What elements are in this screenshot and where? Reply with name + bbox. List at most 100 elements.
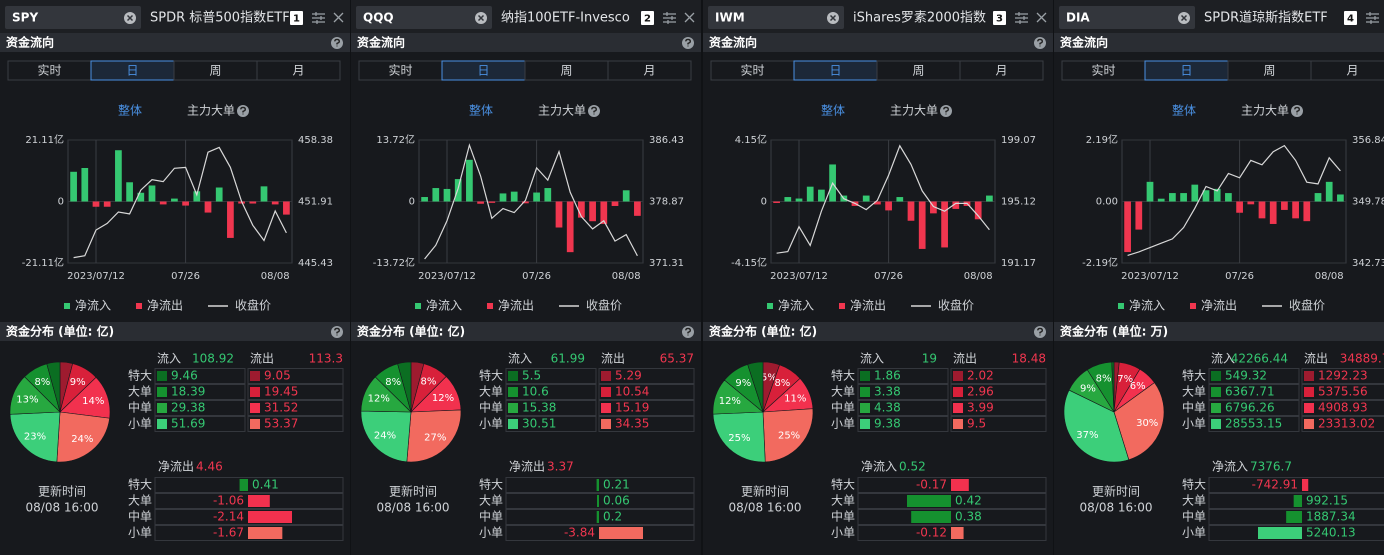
y2-tick-label: 199.07: [1001, 135, 1036, 146]
inflow-value: 1.86: [874, 369, 901, 383]
subtab[interactable]: 整体: [118, 103, 142, 118]
cell: [1208, 493, 1384, 509]
y2-tick-label: 458.38: [298, 135, 333, 146]
ticker: QQQ: [363, 11, 394, 25]
legend-label: 收盘价: [938, 298, 974, 313]
cell: [1208, 368, 1300, 384]
flow-bar: [784, 197, 792, 202]
settings-icon[interactable]: [312, 12, 325, 24]
flow-bar: [930, 201, 937, 214]
net-row-value: 0.06: [603, 494, 630, 508]
cell-swatch: [1304, 403, 1314, 413]
tab[interactable]: [607, 60, 692, 81]
cell-swatch: [508, 419, 518, 429]
row-label: 小单: [128, 526, 152, 540]
inflow-total: 42266.44: [1231, 352, 1288, 366]
ticker-input[interactable]: [356, 6, 492, 29]
net-row-value: -1.06: [213, 494, 244, 508]
flow-bar: [283, 201, 290, 215]
flow-bar: [589, 201, 596, 222]
ticker-input[interactable]: [708, 6, 844, 29]
cell: [505, 416, 597, 432]
row-label: 小单: [1182, 417, 1206, 431]
ticker-input[interactable]: [1059, 6, 1195, 29]
settings-icon[interactable]: [1366, 12, 1379, 24]
cell: [505, 525, 695, 541]
subtab[interactable]: 主力大单: [1241, 104, 1289, 118]
row-label: 中单: [479, 400, 503, 415]
flow-bar: [1281, 201, 1288, 210]
pie-label: 24%: [71, 434, 93, 445]
flow-bar: [986, 195, 993, 202]
legend-label: 净流入: [75, 299, 111, 313]
help-glyph: [1037, 327, 1044, 336]
flow-bar: [611, 201, 619, 206]
legend-label: 净流出: [850, 299, 886, 313]
subtab[interactable]: 主力大单: [538, 104, 586, 118]
help-glyph: [1037, 38, 1044, 47]
net-value: 3.37: [547, 460, 574, 474]
x-tick-label: 08/08: [612, 271, 641, 282]
section-bar: [703, 33, 1053, 52]
flow-bar: [126, 182, 133, 202]
net-bar: [951, 527, 964, 539]
settings-icon[interactable]: [663, 12, 676, 24]
pie-slice: [397, 361, 412, 413]
flow-bar: [1258, 201, 1266, 219]
cell-swatch: [601, 387, 611, 397]
x-tick-label: 07/26: [1225, 271, 1254, 282]
outflow-label: 流出: [1304, 352, 1328, 366]
tab[interactable]: [1310, 60, 1384, 81]
subtab[interactable]: 整体: [821, 103, 845, 118]
tab[interactable]: [256, 60, 341, 81]
pie-slice: [747, 361, 764, 413]
close-icon[interactable]: [1036, 12, 1047, 23]
row-label: 中单: [128, 509, 152, 524]
flow-bar: [1180, 193, 1187, 202]
net-row-value: 0.21: [603, 478, 630, 492]
outflow-total: 113.3: [309, 352, 343, 366]
ticker-input[interactable]: [5, 6, 141, 29]
outflow-value: 3.99: [967, 401, 994, 415]
tab[interactable]: [959, 60, 1044, 81]
row-label: 小单: [479, 526, 503, 540]
subtab[interactable]: 主力大单: [187, 104, 235, 118]
inflow-value: 10.6: [522, 385, 549, 399]
flow-bar: [1213, 188, 1221, 202]
pie-label: 25%: [728, 433, 750, 444]
settings-icon[interactable]: [1015, 12, 1028, 24]
cell: [950, 416, 1047, 432]
flow-bar: [103, 201, 111, 207]
cell: [1208, 509, 1384, 525]
y-tick-label: -13.72亿: [373, 256, 415, 269]
subtab[interactable]: 主力大单: [890, 104, 938, 118]
help-glyph: [591, 106, 598, 115]
flow-bar: [544, 188, 552, 202]
pie-label: 37%: [1076, 430, 1098, 441]
net-bar: [1286, 511, 1302, 523]
pie-label: 12%: [432, 393, 454, 404]
flow-bar: [115, 150, 122, 202]
inflow-value: 18.39: [171, 385, 205, 399]
badge-number: 2: [644, 14, 651, 25]
ticker: SPY: [12, 11, 38, 25]
subtab[interactable]: 整体: [1172, 103, 1196, 118]
inflow-label: 流入: [508, 352, 532, 366]
section-title: 资金分布 (单位: 亿): [357, 324, 465, 339]
pie-label: 8%: [420, 377, 436, 388]
flow-bar: [271, 201, 279, 205]
outflow-label: 流出: [601, 352, 625, 366]
flow-bar: [1225, 193, 1232, 202]
row-label: 特大: [831, 368, 855, 383]
net-label: 净流入: [1212, 460, 1248, 474]
row-label: 大单: [128, 494, 152, 508]
close-icon[interactable]: [333, 12, 344, 23]
row-label: 小单: [1182, 526, 1206, 540]
y2-tick-label: 378.87: [649, 197, 684, 208]
y-tick-label: 0.00: [1096, 197, 1118, 208]
close-icon[interactable]: [684, 12, 695, 23]
flow-bar: [1247, 201, 1255, 205]
badge-number: 3: [996, 14, 1003, 25]
subtab[interactable]: 整体: [469, 103, 493, 118]
cell: [598, 368, 695, 384]
